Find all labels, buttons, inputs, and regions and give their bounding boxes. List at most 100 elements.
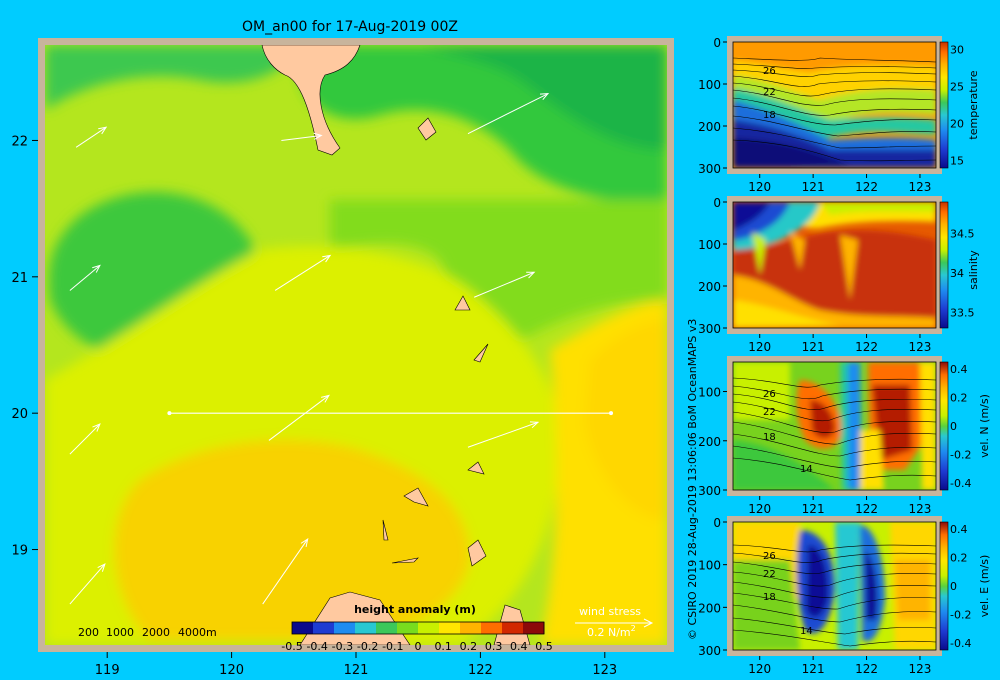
depth-label: 1000 [106, 626, 134, 639]
wind-vector [75, 126, 108, 148]
colorbar-tick-label: 0 [950, 420, 957, 433]
wind-vector-head [313, 132, 323, 140]
contour-label: 14 [800, 626, 813, 637]
wind-vector [281, 132, 323, 141]
credit-text: © CSIRO 2019 28-Aug-2019 13:06:06 BoM Oc… [686, 319, 699, 640]
contour-label: 18 [763, 432, 776, 443]
colorbar-tick-label: -0.3 [332, 640, 353, 653]
colorbar-tick-label: 20 [950, 118, 964, 131]
taiwan-land [261, 45, 361, 156]
wind-vector-shaft [473, 271, 535, 298]
x-tick-label: 122 [855, 180, 878, 194]
y-tick-label: 19 [11, 544, 28, 559]
colorbar-tick-label: 0.2 [950, 392, 968, 405]
velocity-east-colorbar [939, 521, 949, 651]
colorbar-tick-label: 0.4 [510, 640, 528, 653]
wind-vector [467, 93, 550, 135]
colorbar-tick-label: -0.4 [306, 640, 327, 653]
y-tick-label: 22 [11, 134, 28, 149]
svg-text:0.2 N/m2: 0.2 N/m2 [587, 624, 636, 639]
map-title: OM_an00 for 17-Aug-2019 00Z [242, 19, 458, 35]
contour-label: 14 [800, 464, 813, 475]
colorbar-cell [376, 622, 398, 634]
wind-vector [268, 394, 330, 441]
colorbar-tick-label: 33.5 [950, 306, 975, 319]
map-x-axis: 119 120 121 122 123 [95, 652, 617, 678]
wind-vector [69, 423, 101, 455]
colorbar-label: vel. E (m/s) [978, 555, 991, 618]
y-tick-label: 100 [698, 238, 721, 252]
depth-label: 2000 [142, 626, 170, 639]
wind-legend-sup: 2 [631, 624, 636, 633]
height-colorbar: height anomaly (m) -0.5 -0.4 -0.3 -0.2 -0.1 0… [281, 603, 552, 653]
y-tick-label: 100 [698, 78, 721, 92]
x-tick-label: 121 [802, 180, 825, 194]
contour-label: 26 [763, 66, 776, 77]
colorbar-tick-label: 0.5 [535, 640, 553, 653]
x-tick-label: 121 [802, 340, 825, 354]
x-tick-label: 122 [468, 663, 493, 678]
wind-vector-shaft [75, 126, 107, 148]
x-tick-label: 121 [802, 502, 825, 516]
x-tick-label: 121 [344, 663, 369, 678]
colorbar-tick-label: -0.4 [950, 477, 971, 490]
wind-vector [69, 563, 106, 605]
salinity-panel: salinity 120 121 122 123 0 100 200 300 34.5 34 33.… [698, 196, 980, 354]
wind-legend: wind stress 0.2 N/m2 [575, 605, 654, 639]
wind-legend-unit: 0.2 N/m [587, 626, 631, 639]
wind-vector-shaft [281, 134, 322, 141]
colorbar-cell [313, 622, 335, 634]
islands [382, 117, 489, 567]
colorbar-cell [418, 622, 440, 634]
y-tick-label: 0 [713, 36, 721, 50]
colorbar-cell [397, 622, 419, 634]
colorbar-tick-label: -0.2 [950, 608, 971, 621]
wind-vectors [69, 93, 550, 605]
contour-label: 18 [763, 110, 776, 121]
colorbar-label: salinity [967, 250, 980, 290]
velocity-north-panel: 26 22 18 14 vel. N (m/s) 120 121 122 123 100… [698, 356, 991, 516]
x-tick-label: 122 [855, 662, 878, 676]
wind-vector-head [526, 271, 536, 279]
x-tick-label: 123 [592, 663, 617, 678]
x-tick-label: 119 [95, 663, 120, 678]
x-tick-label: 122 [855, 502, 878, 516]
wind-vector [274, 254, 332, 291]
y-tick-label: 0 [713, 516, 721, 530]
wind-vector-head [92, 423, 101, 432]
colorbar-tick-label: 34.5 [950, 228, 975, 241]
wind-vector-shaft [268, 395, 330, 441]
x-tick-label: 122 [855, 340, 878, 354]
salinity-colorbar [939, 201, 949, 329]
x-tick-label: 123 [909, 662, 932, 676]
velocity-north-colorbar [939, 361, 949, 491]
wind-vector-head [322, 254, 332, 263]
depth-label: 200 [78, 626, 99, 639]
contour-label: 26 [763, 551, 776, 562]
y-tick-label: 100 [698, 559, 721, 573]
colorbar-tick-label: 0.3 [485, 640, 503, 653]
x-tick-label: 120 [748, 180, 771, 194]
colorbar-tick-label: -0.1 [382, 640, 403, 653]
x-tick-label: 120 [219, 663, 244, 678]
y-tick-label: 200 [698, 120, 721, 134]
colorbar-tick-label: -0.2 [950, 448, 971, 461]
colorbar-cell [460, 622, 482, 634]
wind-vector [467, 421, 540, 448]
wind-vector-shaft [69, 563, 106, 605]
wind-vector [473, 271, 536, 298]
colorbar-cell [523, 622, 545, 634]
contour-label: 22 [763, 569, 776, 580]
contour-label: 22 [763, 407, 776, 418]
wind-vector-head [321, 394, 330, 403]
colorbar-tick-label: 0.2 [460, 640, 478, 653]
wind-vector-shaft [274, 255, 331, 291]
velocity-east-panel: 26 22 18 14 vel. E (m/s) 120 121 122 123 0 10… [698, 516, 991, 676]
colorbar-tick-label: 34 [950, 267, 964, 280]
x-tick-label: 120 [748, 662, 771, 676]
depth-legend: 200 1000 2000 4000m [78, 626, 217, 639]
contour-label: 18 [763, 592, 776, 603]
temperature-panel: 26 22 18 temperature 120 121 122 123 0 100 200… [698, 36, 980, 194]
colorbar-tick-label: -0.5 [281, 640, 302, 653]
